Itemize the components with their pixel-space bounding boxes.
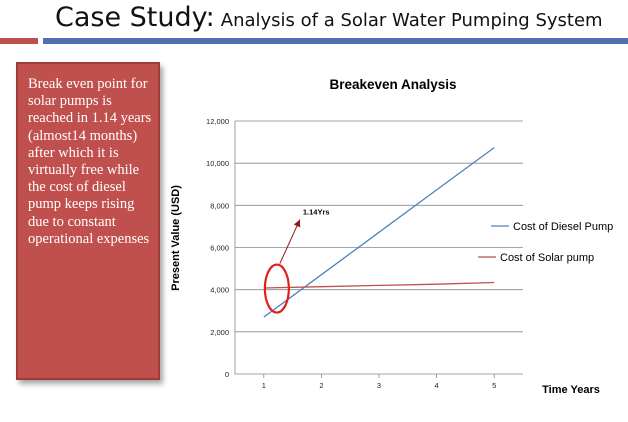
y-tick-label: 4,000 <box>210 286 229 295</box>
legend-label-1: Cost of Diesel Pump <box>513 221 613 233</box>
chart-annotation: 1.14Yrs <box>263 208 330 314</box>
breakeven-arrow <box>279 219 301 264</box>
summary-box: Break even point for solar pumps is reac… <box>16 62 160 380</box>
y-tick-label: 0 <box>225 370 229 379</box>
y-tick-label: 2,000 <box>210 328 229 337</box>
title-accent-bar-left <box>0 38 38 44</box>
breakeven-arrowhead <box>293 219 301 228</box>
x-axis-label: Time Years <box>542 384 600 396</box>
x-tick-label: 2 <box>319 381 323 390</box>
series-line-1 <box>263 147 495 318</box>
legend-label-2: Cost of Solar pump <box>500 252 594 264</box>
chart-gridlines <box>235 120 523 333</box>
series-line-2 <box>263 281 495 289</box>
slide-title-sub: Analysis of a Solar Water Pumping System <box>220 10 603 31</box>
y-tick-label: 12,000 <box>206 117 229 126</box>
summary-text: Break even point for solar pumps is reac… <box>28 76 152 247</box>
chart-axes: 0 2,000 4,000 6,000 8,000 10,000 12,000 1 2 3 4 5 <box>206 117 523 390</box>
slide-title: Case Study: Analysis of a Solar Water Pum… <box>55 4 603 31</box>
title-accent-bar-right <box>43 38 628 44</box>
y-axis-label: Present Value (USD) <box>170 185 182 291</box>
slide-title-main: Case Study: <box>55 2 215 33</box>
x-tick-label: 4 <box>435 381 439 390</box>
chart-series <box>263 147 495 318</box>
chart-legend: Cost of Diesel Pump Cost of Solar pump <box>478 221 613 264</box>
chart-title: Breakeven Analysis <box>329 77 456 92</box>
y-tick-label: 10,000 <box>206 159 229 168</box>
breakeven-label: 1.14Yrs <box>303 208 330 217</box>
y-tick-label: 6,000 <box>210 244 229 253</box>
x-tick-label: 5 <box>492 381 496 390</box>
y-tick-label: 8,000 <box>210 201 229 210</box>
x-tick-label: 3 <box>377 381 381 390</box>
x-tick-label: 1 <box>262 381 266 390</box>
breakeven-circle <box>263 263 290 314</box>
